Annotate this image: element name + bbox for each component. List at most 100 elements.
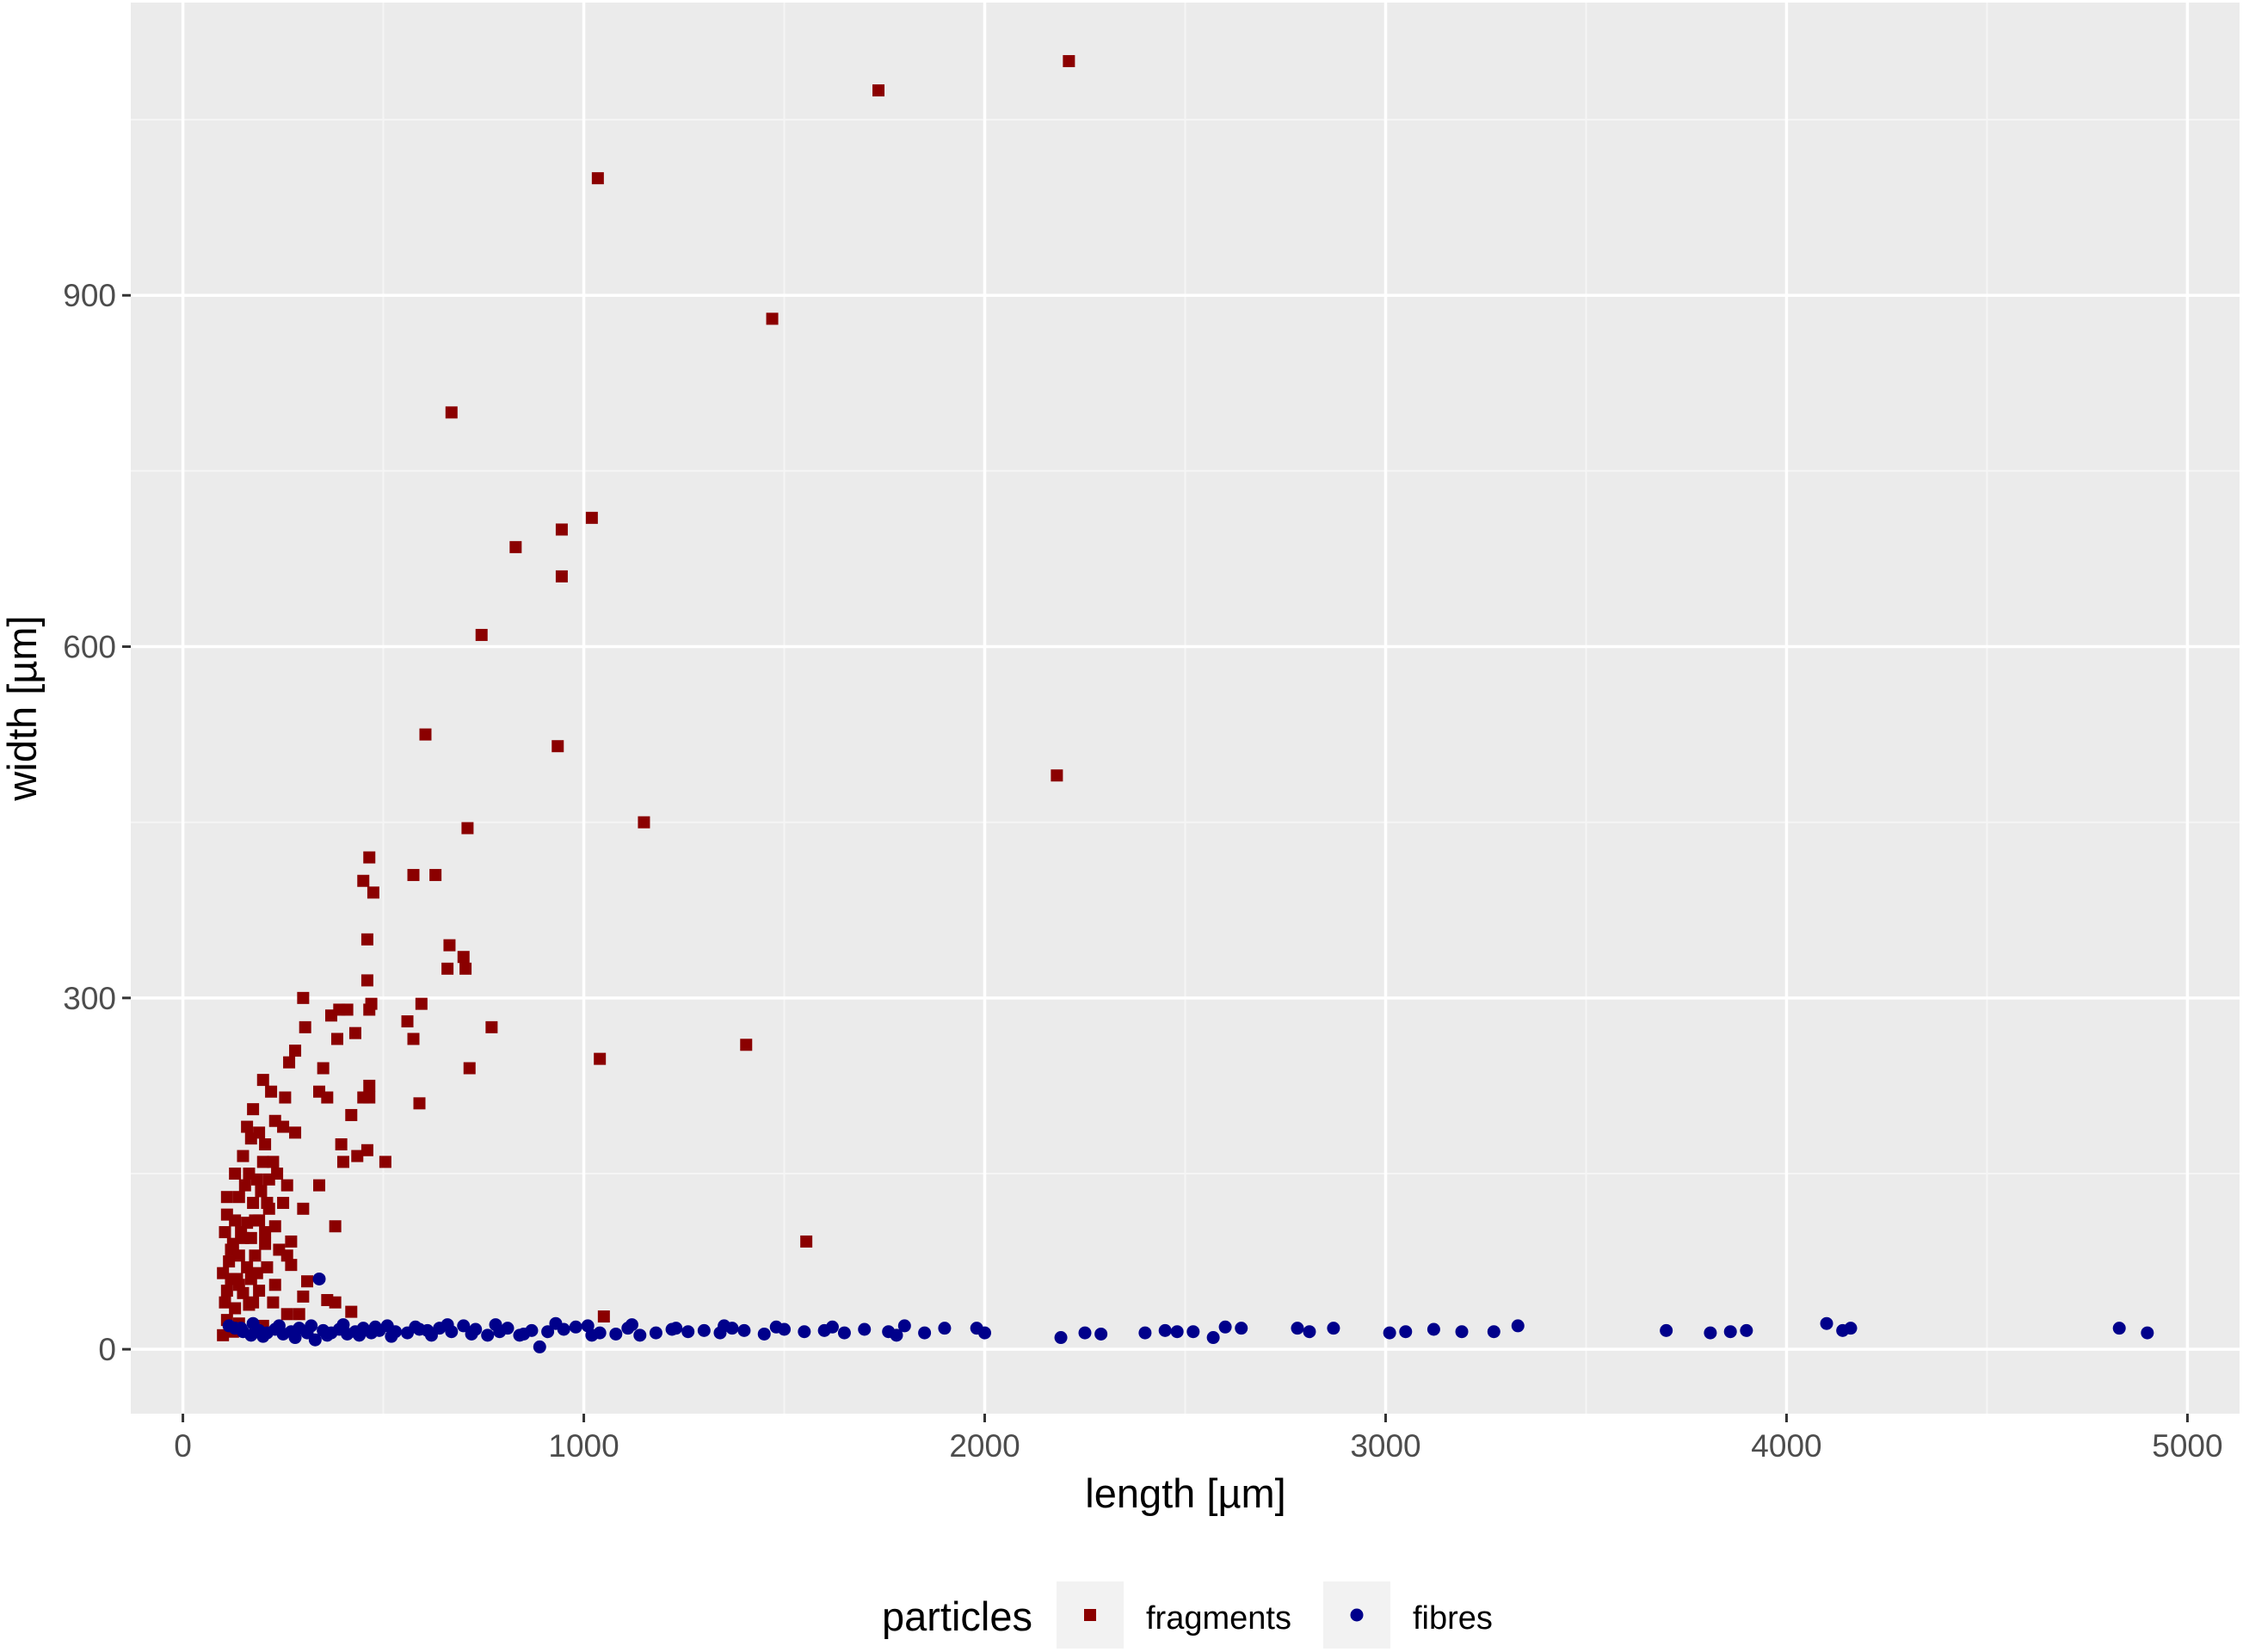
fragments-point — [872, 84, 885, 97]
fragments-point — [277, 1120, 290, 1133]
fragments-point — [800, 1235, 813, 1248]
fragments-point — [247, 1103, 260, 1116]
fibres-point — [424, 1328, 438, 1342]
fibres-point — [1235, 1322, 1248, 1335]
fragments-point — [351, 1150, 364, 1162]
y-axis-title: width [µm] — [0, 615, 45, 801]
y-tick-label: 600 — [63, 630, 116, 665]
fibres-point — [697, 1323, 711, 1337]
fragments-point — [247, 1197, 260, 1210]
fibres-point — [1820, 1316, 1833, 1330]
fragments-point — [336, 1156, 349, 1168]
fragments-point — [259, 1237, 272, 1250]
fragments-point — [268, 1220, 281, 1233]
fibres-point — [353, 1328, 367, 1342]
fragments-point — [271, 1167, 284, 1180]
fibres-point — [769, 1320, 783, 1334]
fibres-point — [918, 1326, 932, 1340]
fragments-point — [324, 1009, 337, 1022]
fibres-point — [308, 1333, 322, 1347]
fibres-point — [246, 1316, 260, 1330]
fragments-point — [256, 1156, 269, 1168]
fragments-point — [244, 1132, 257, 1145]
fibres-point — [312, 1272, 326, 1285]
fragments-point — [1051, 769, 1063, 782]
y-tick-label: 900 — [63, 278, 116, 313]
series-fibres — [222, 1272, 2154, 1353]
fragments-point — [461, 822, 474, 835]
fibres-point — [798, 1325, 811, 1339]
fibres-point — [1170, 1325, 1184, 1339]
y-tick-label: 0 — [98, 1332, 116, 1367]
fragments-point — [485, 1020, 498, 1033]
fibres-point — [441, 1318, 454, 1332]
fragments-point — [232, 1191, 245, 1204]
fragments-point — [443, 939, 456, 952]
minor-grid — [131, 3, 2240, 1414]
fibres-point — [222, 1319, 236, 1333]
fibres-point — [409, 1320, 422, 1334]
fibres-point — [1844, 1322, 1858, 1335]
fragments-point — [597, 1310, 610, 1323]
fragments-point — [413, 1097, 426, 1110]
fragments-point — [229, 1302, 242, 1315]
fragments-point — [360, 974, 373, 987]
legend-marker-fragments — [1084, 1609, 1096, 1621]
fragments-point — [740, 1039, 753, 1051]
fragments-point — [229, 1167, 242, 1180]
fragments-point — [237, 1150, 250, 1162]
fibres-point — [609, 1327, 623, 1341]
fibres-point — [368, 1320, 382, 1334]
fragments-point — [415, 997, 428, 1010]
fragments-point — [226, 1237, 239, 1250]
fibres-point — [837, 1326, 851, 1340]
fragments-point — [297, 991, 310, 1004]
fragments-point — [241, 1261, 254, 1273]
x-axis-title: length [µm] — [1085, 1470, 1285, 1516]
fragments-point — [277, 1197, 290, 1210]
data-points — [217, 55, 2154, 1353]
legend-title: particles — [882, 1593, 1032, 1639]
y-axis: 0 300 600 900 — [63, 278, 131, 1367]
fibres-point — [669, 1322, 683, 1335]
fibres-point — [897, 1319, 911, 1333]
fragments-point — [585, 511, 598, 524]
fragments-point — [285, 1259, 298, 1272]
fragments-point — [330, 1032, 343, 1045]
fibres-point — [633, 1328, 647, 1342]
fragments-point — [363, 1079, 376, 1092]
fibres-point — [1399, 1325, 1413, 1339]
fragments-point — [363, 851, 376, 864]
fragments-point — [299, 1020, 311, 1033]
fragments-point — [509, 540, 522, 553]
fibres-point — [234, 1322, 248, 1335]
fragments-point — [262, 1202, 275, 1215]
fragments-point — [232, 1249, 245, 1262]
fragments-point — [289, 1045, 302, 1057]
fragments-point — [313, 1179, 326, 1192]
fragments-point — [341, 1003, 354, 1016]
fragments-point — [244, 1231, 257, 1244]
fragments-point — [220, 1208, 233, 1221]
fragments-point — [259, 1226, 272, 1239]
fibres-point — [825, 1320, 839, 1334]
fragments-point — [255, 1185, 268, 1198]
fragments-point — [401, 1015, 414, 1028]
fragments-point — [419, 728, 432, 741]
fragments-point — [267, 1156, 280, 1168]
legend-marker-fibres — [1350, 1608, 1364, 1622]
fragments-point — [441, 962, 454, 975]
x-tick-label: 4000 — [1751, 1428, 1821, 1464]
fragments-point — [555, 523, 568, 536]
fragments-point — [367, 886, 379, 899]
fragments-point — [289, 1126, 302, 1139]
fibres-point — [272, 1319, 286, 1333]
fragments-point — [360, 1143, 373, 1156]
fibres-point — [385, 1329, 398, 1343]
fragments-point — [407, 868, 420, 881]
fibres-point — [1383, 1326, 1396, 1340]
fibres-point — [517, 1327, 531, 1341]
fibres-point — [1427, 1322, 1440, 1336]
fibres-point — [533, 1340, 546, 1353]
fragments-point — [256, 1074, 269, 1087]
